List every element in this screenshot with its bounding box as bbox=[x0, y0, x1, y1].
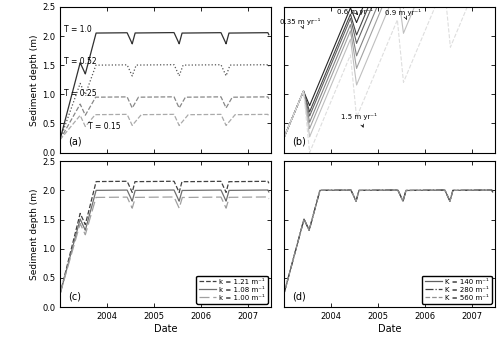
Text: 0.35 m yr⁻¹: 0.35 m yr⁻¹ bbox=[280, 18, 320, 28]
Y-axis label: Sediment depth (m): Sediment depth (m) bbox=[30, 188, 39, 280]
Text: T = 0.52: T = 0.52 bbox=[64, 57, 96, 66]
Text: 1.5 m yr⁻¹: 1.5 m yr⁻¹ bbox=[341, 113, 377, 127]
X-axis label: Date: Date bbox=[378, 324, 401, 334]
Text: 0.6 m yr⁻¹: 0.6 m yr⁻¹ bbox=[337, 8, 373, 15]
Text: (b): (b) bbox=[292, 137, 306, 147]
Text: T = 0.15: T = 0.15 bbox=[88, 122, 121, 131]
Text: T = 0.25: T = 0.25 bbox=[64, 89, 96, 98]
Text: (c): (c) bbox=[68, 291, 82, 301]
X-axis label: Date: Date bbox=[154, 324, 178, 334]
Text: 0.9 m yr⁻¹: 0.9 m yr⁻¹ bbox=[386, 9, 422, 19]
Text: T = 1.0: T = 1.0 bbox=[64, 24, 92, 33]
Legend: K = 140 m⁻¹, K = 280 m⁻¹, K = 560 m⁻¹: K = 140 m⁻¹, K = 280 m⁻¹, K = 560 m⁻¹ bbox=[422, 276, 492, 304]
Text: (d): (d) bbox=[292, 291, 306, 301]
Y-axis label: Sediment depth (m): Sediment depth (m) bbox=[30, 34, 39, 126]
Legend: k = 1.21 m⁻¹, k = 1.08 m⁻¹, k = 1.00 m⁻¹: k = 1.21 m⁻¹, k = 1.08 m⁻¹, k = 1.00 m⁻¹ bbox=[196, 276, 268, 304]
Text: (a): (a) bbox=[68, 137, 82, 147]
